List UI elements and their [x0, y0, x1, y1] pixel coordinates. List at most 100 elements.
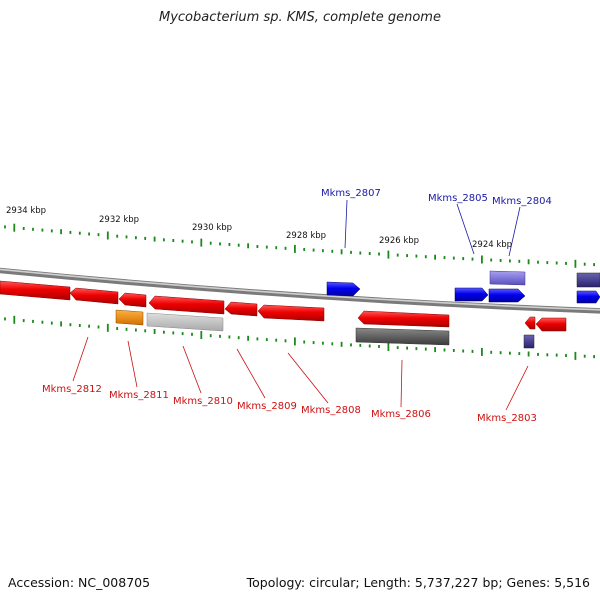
- forward-strand-other-features: [489, 270, 600, 288]
- gene-feature-mkms-2806[interactable]: [357, 310, 450, 328]
- connector-mkms-2810: [182, 345, 202, 394]
- tick-upper-30: [284, 246, 287, 250]
- connector-mkms-2805: [456, 203, 475, 255]
- tick-lower-32: [303, 340, 306, 344]
- gene-feature-mkms-2803[interactable]: [524, 316, 536, 330]
- gene-feature-mkms-2810[interactable]: [148, 295, 225, 315]
- tick-upper-23: [219, 242, 221, 246]
- connector-mkms-2807: [344, 199, 348, 249]
- scale-label-2934: 2934 kbp: [6, 206, 46, 216]
- tick-upper-3: [32, 227, 34, 231]
- tick-upper-55: [518, 259, 521, 263]
- genome-backbone-highlight: [0, 268, 600, 311]
- gene-label-mkms-2809[interactable]: Mkms_2809: [237, 401, 297, 412]
- tick-lower-21: [200, 331, 203, 339]
- tick-upper-51: [481, 255, 483, 264]
- tick-upper-29: [275, 246, 278, 250]
- tick-upper-6: [60, 229, 62, 235]
- gene-label-mkms-2808[interactable]: Mkms_2808: [301, 405, 361, 416]
- tick-lower-0: [4, 317, 6, 321]
- misc-feature-mkms-2804[interactable]: [489, 270, 526, 286]
- gene-feature-mkms-2808[interactable]: [257, 304, 325, 322]
- tick-upper-17: [163, 238, 165, 242]
- gene-feature-mkms-2812b[interactable]: [69, 287, 119, 305]
- tick-lower-3: [32, 319, 34, 323]
- tick-lower-58: [546, 353, 549, 357]
- connector-mkms-2808: [287, 352, 329, 404]
- tick-lower-22: [209, 334, 212, 338]
- tick-upper-20: [191, 240, 193, 244]
- tick-lower-41: [387, 343, 390, 351]
- tick-lower-63: [593, 355, 595, 359]
- misc-feature-mkms-2803[interactable]: [523, 334, 535, 349]
- tick-lower-54: [509, 351, 511, 355]
- tick-upper-15: [144, 236, 147, 240]
- gene-feature-mkms-2802[interactable]: [535, 317, 567, 332]
- tick-lower-45: [424, 347, 427, 351]
- tick-lower-1: [13, 315, 16, 324]
- tick-lower-36: [340, 341, 343, 347]
- misc-feature-mkms-2806[interactable]: [355, 327, 450, 346]
- tick-upper-45: [424, 255, 427, 259]
- tick-upper-31: [294, 244, 296, 253]
- tick-upper-7: [69, 230, 72, 234]
- genome-summary-text: Topology: circular; Length: 5,737,227 bp…: [246, 575, 590, 590]
- gene-feature-mkms-2804[interactable]: [488, 288, 526, 303]
- tick-upper-35: [331, 249, 334, 253]
- tick-upper-59: [555, 261, 558, 265]
- tick-upper-1: [13, 223, 16, 232]
- connector-mkms-2809: [236, 348, 266, 399]
- tick-upper-61: [574, 259, 577, 268]
- tick-lower-6: [60, 321, 62, 327]
- rna-feature-mkms-2811[interactable]: [115, 309, 144, 326]
- gene-feature-mkms-2809[interactable]: [224, 301, 258, 317]
- tick-lower-44: [415, 347, 418, 351]
- tick-upper-48: [452, 256, 455, 260]
- forward-strand-features: [326, 281, 600, 304]
- tick-upper-47: [443, 256, 446, 260]
- gene-label-mkms-2807[interactable]: Mkms_2807: [321, 188, 381, 199]
- gene-label-mkms-2806[interactable]: Mkms_2806: [371, 409, 431, 420]
- tick-lower-33: [312, 341, 315, 345]
- tick-lower-20: [191, 332, 193, 336]
- tick-lower-12: [116, 327, 119, 330]
- tick-upper-2: [22, 227, 25, 230]
- tick-upper-11: [106, 231, 109, 240]
- tick-upper-5: [50, 229, 53, 233]
- gene-label-mkms-2804[interactable]: Mkms_2804: [492, 196, 552, 207]
- pseudo-feature-mkms-2810[interactable]: [146, 312, 224, 332]
- gene-label-mkms-2803[interactable]: Mkms_2803: [477, 413, 537, 424]
- tick-upper-38: [359, 251, 362, 255]
- gene-label-mkms-2811[interactable]: Mkms_2811: [109, 390, 169, 401]
- tick-upper-36: [340, 249, 343, 255]
- label-connectors: [72, 199, 529, 411]
- tick-lower-30: [284, 339, 287, 343]
- gene-label-mkms-2810[interactable]: Mkms_2810: [173, 396, 233, 407]
- tick-upper-32: [303, 248, 306, 251]
- tick-lower-56: [527, 351, 530, 357]
- misc-feature-edge[interactable]: [576, 272, 600, 288]
- scale-label-2930: 2930 kbp: [192, 223, 232, 233]
- tick-lower-17: [163, 330, 165, 334]
- tick-upper-33: [312, 248, 315, 252]
- gene-feature-mkms-2805[interactable]: [454, 287, 489, 302]
- tick-lower-59: [555, 353, 558, 357]
- gene-feature-edge-forward[interactable]: [576, 290, 600, 304]
- gene-feature-mkms-2811b[interactable]: [118, 292, 147, 308]
- accession-text: Accession: NC_008705: [8, 575, 151, 590]
- tick-upper-14: [135, 236, 137, 240]
- tick-lower-23: [219, 334, 221, 338]
- tick-lower-16: [153, 329, 156, 334]
- gene-feature-mkms-2812[interactable]: [0, 280, 71, 301]
- tick-lower-7: [69, 323, 72, 327]
- reverse-strand-other-features: [115, 309, 535, 349]
- tick-lower-13: [125, 327, 128, 331]
- tick-upper-26: [247, 243, 249, 249]
- tick-lower-39: [368, 344, 371, 348]
- gene-label-mkms-2805[interactable]: Mkms_2805: [428, 193, 488, 204]
- gene-label-mkms-2812[interactable]: Mkms_2812: [42, 384, 102, 395]
- tick-lower-29: [275, 338, 278, 342]
- tick-upper-42: [396, 253, 399, 257]
- tick-upper-37: [350, 250, 352, 254]
- gene-feature-mkms-2807[interactable]: [326, 281, 361, 297]
